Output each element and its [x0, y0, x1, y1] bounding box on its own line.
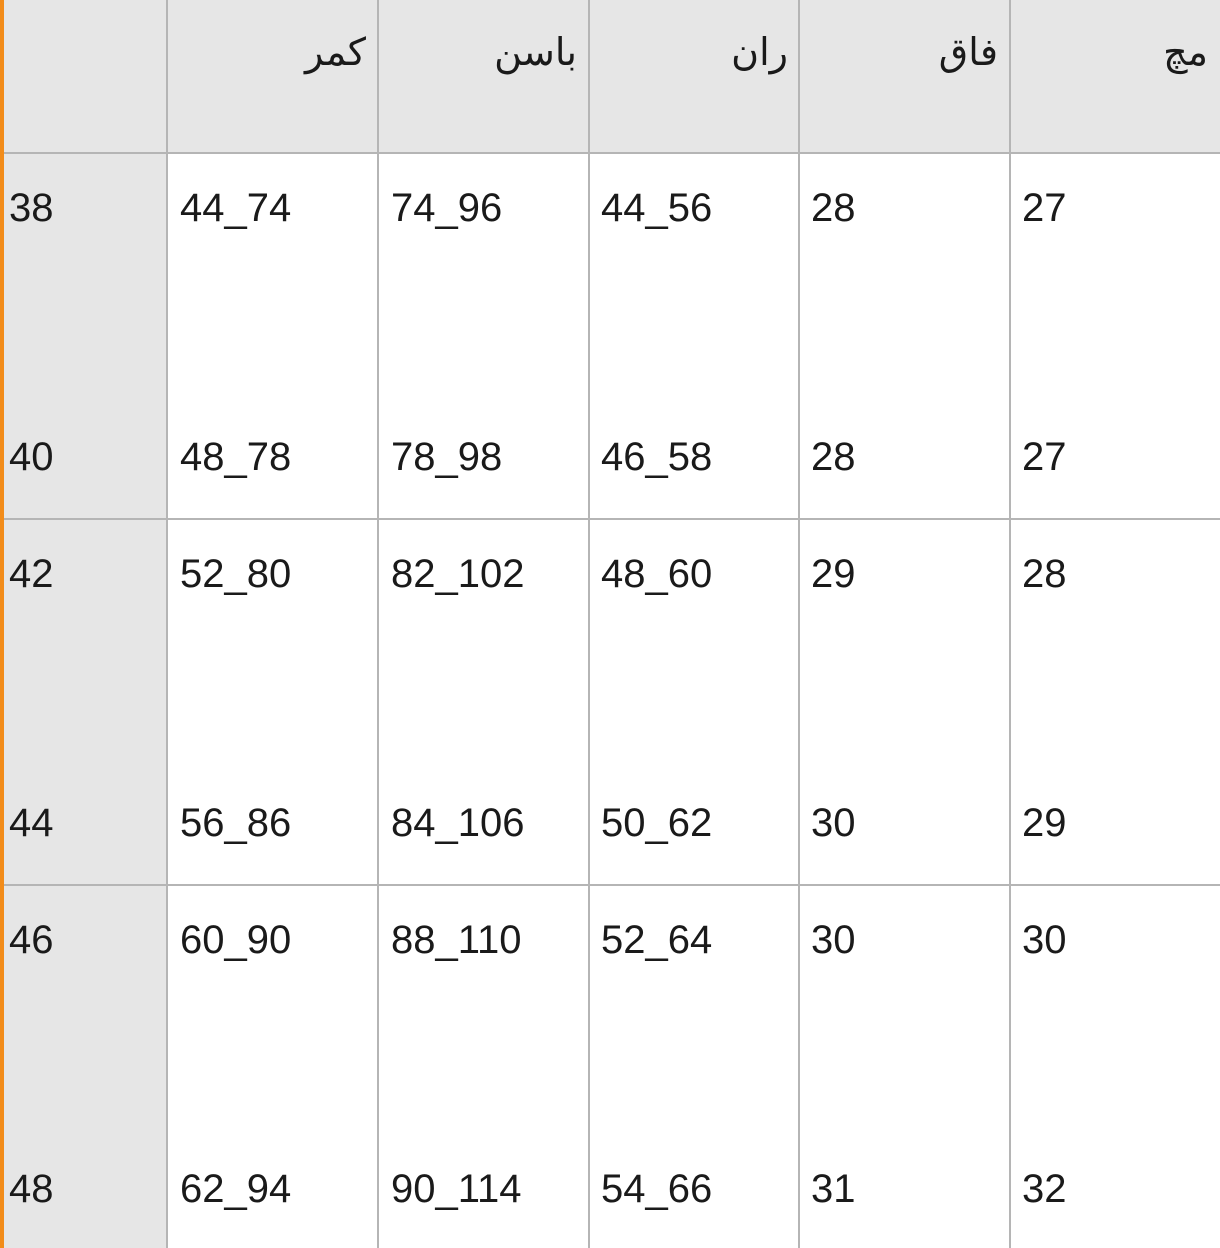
grid-line — [798, 0, 800, 1248]
accent-border — [0, 0, 4, 1248]
cell-size: 44 — [9, 801, 54, 845]
cell-thigh: 44_56 — [601, 186, 713, 230]
cell-hip: 74_96 — [391, 186, 503, 230]
cell-rise: 31 — [811, 1167, 856, 1211]
cell-waist: 62_94 — [180, 1167, 292, 1211]
size-column-background — [4, 0, 167, 1248]
grid-line — [1009, 0, 1011, 1248]
cell-waist: 44_74 — [180, 186, 292, 230]
cell-thigh: 46_58 — [601, 435, 713, 479]
grid-line — [166, 0, 168, 1248]
cell-thigh: 54_66 — [601, 1167, 713, 1211]
cell-hip: 90_114 — [391, 1167, 522, 1211]
cell-size: 46 — [9, 918, 54, 962]
cell-ankle: 29 — [1022, 801, 1067, 845]
cell-size: 42 — [9, 552, 54, 596]
cell-thigh: 52_64 — [601, 918, 713, 962]
cell-rise: 28 — [811, 435, 856, 479]
cell-ankle: 32 — [1022, 1167, 1067, 1211]
grid-line — [377, 0, 379, 1248]
cell-hip: 84_106 — [391, 801, 525, 845]
header-waist: کمر — [304, 30, 366, 74]
cell-ankle: 28 — [1022, 552, 1067, 596]
header-hip: باسن — [494, 30, 577, 74]
cell-hip: 88_110 — [391, 918, 522, 962]
cell-size: 48 — [9, 1167, 54, 1211]
cell-waist: 48_78 — [180, 435, 292, 479]
header-rise: فاق — [938, 30, 998, 74]
cell-hip: 78_98 — [391, 435, 503, 479]
header-row — [167, 0, 1220, 153]
cell-thigh: 50_62 — [601, 801, 713, 845]
cell-ankle: 27 — [1022, 435, 1067, 479]
cell-hip: 82_102 — [391, 552, 525, 596]
cell-thigh: 48_60 — [601, 552, 713, 596]
cell-ankle: 30 — [1022, 918, 1067, 962]
cell-rise: 30 — [811, 801, 856, 845]
grid-line — [588, 0, 590, 1248]
cell-rise: 28 — [811, 186, 856, 230]
cell-rise: 30 — [811, 918, 856, 962]
grid-line — [4, 152, 1220, 154]
grid-line — [4, 884, 1220, 886]
cell-size: 40 — [9, 435, 54, 479]
cell-waist: 56_86 — [180, 801, 292, 845]
cell-waist: 52_80 — [180, 552, 292, 596]
cell-ankle: 27 — [1022, 186, 1067, 230]
header-thigh: ران — [731, 30, 788, 74]
cell-waist: 60_90 — [180, 918, 292, 962]
cell-size: 38 — [9, 186, 54, 230]
header-ankle: مچ — [1163, 30, 1208, 74]
cell-rise: 29 — [811, 552, 856, 596]
grid-line — [4, 518, 1220, 520]
